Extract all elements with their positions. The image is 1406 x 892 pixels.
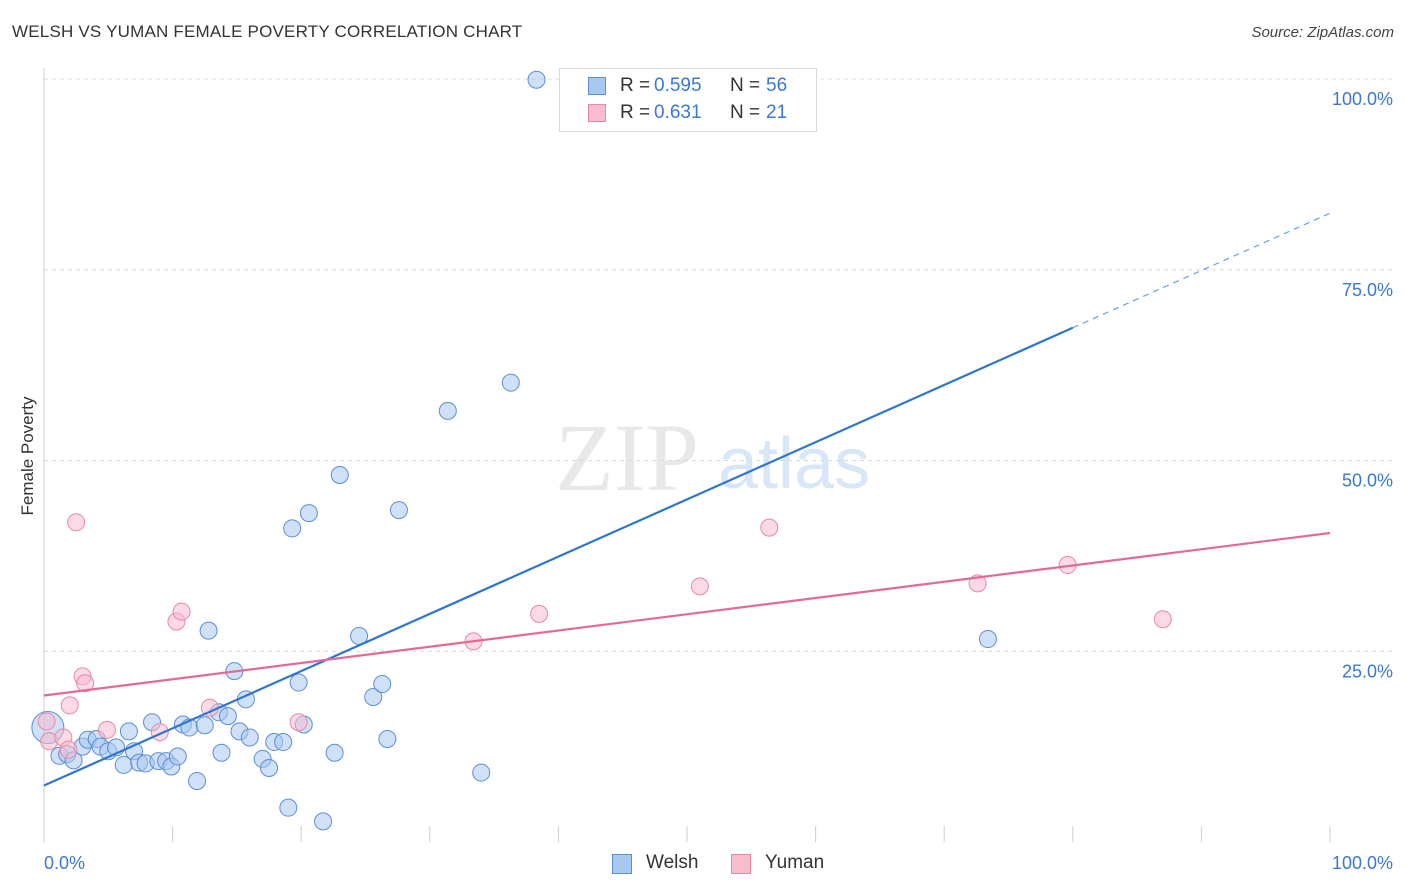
- x-tick-label: 100.0%: [1332, 853, 1393, 873]
- welsh-point: [218, 707, 237, 726]
- welsh-point: [279, 798, 298, 817]
- source-label: Source: ZipAtlas.com: [1251, 24, 1394, 41]
- y-tick-label: 75.0%: [1342, 280, 1393, 300]
- welsh-point: [119, 722, 138, 741]
- welsh-point: [299, 504, 318, 523]
- legend-r-label: R =: [620, 102, 651, 123]
- yuman-legend-label: Yuman: [765, 852, 825, 873]
- y-axis-label: Female Poverty: [18, 396, 37, 516]
- watermark-zip: ZIP: [555, 404, 699, 511]
- trend-lines: [43, 212, 1331, 787]
- yuman-point: [1153, 610, 1172, 629]
- welsh-point: [978, 630, 997, 649]
- welsh-point: [527, 70, 546, 89]
- welsh-point: [289, 673, 308, 692]
- legend-row-yuman: R = 0.631 N = 21: [560, 101, 816, 127]
- legend-r-label: R =: [620, 75, 651, 96]
- welsh-point: [188, 771, 207, 790]
- legend-n-value: 21: [766, 102, 788, 123]
- welsh-point: [240, 728, 259, 747]
- welsh-point: [283, 519, 302, 538]
- yuman-trend-line: [43, 531, 1331, 697]
- yuman-point: [76, 674, 95, 693]
- welsh-legend-label: Welsh: [646, 852, 699, 873]
- welsh-point: [373, 675, 392, 694]
- y-tick-label: 100.0%: [1332, 89, 1393, 109]
- welsh-point: [325, 743, 344, 762]
- yuman-point: [37, 712, 56, 731]
- welsh-point: [364, 688, 383, 707]
- welsh-point: [199, 621, 218, 640]
- welsh-point: [260, 758, 279, 777]
- welsh-swatch: [588, 77, 606, 95]
- welsh-legend-swatch: [612, 854, 632, 874]
- data-points: [31, 70, 1172, 831]
- welsh-point: [314, 812, 333, 831]
- yuman-point: [760, 518, 779, 537]
- yuman-point: [530, 604, 549, 623]
- legend-r-value: 0.631: [654, 102, 702, 123]
- chart-title: WELSH VS YUMAN FEMALE POVERTY CORRELATIO…: [12, 22, 523, 41]
- welsh-point: [438, 401, 457, 420]
- yuman-point: [289, 713, 308, 732]
- welsh-point: [501, 373, 520, 392]
- yuman-swatch: [588, 104, 606, 122]
- welsh-point: [330, 465, 349, 484]
- yuman-point: [172, 602, 191, 621]
- legend-n-value: 56: [766, 75, 788, 96]
- welsh-trend-line: [43, 326, 1074, 787]
- yuman-point: [60, 696, 79, 715]
- yuman-legend-swatch: [731, 854, 751, 874]
- welsh-point: [472, 763, 491, 782]
- yuman-point: [690, 577, 709, 596]
- legend-r-value: 0.595: [654, 75, 702, 96]
- yuman-point: [67, 513, 86, 532]
- welsh-point: [389, 501, 408, 520]
- welsh-point: [212, 743, 231, 762]
- welsh-point: [274, 733, 293, 752]
- legend-n-label: N =: [730, 75, 761, 96]
- yuman-point: [59, 740, 78, 759]
- welsh-point: [195, 716, 214, 735]
- yuman-point: [98, 720, 117, 739]
- tick-labels: 25.0% 50.0% 75.0% 100.0% 0.0% 100.0%: [44, 89, 1393, 873]
- welsh-point: [168, 747, 187, 766]
- y-tick-label: 25.0%: [1342, 661, 1393, 681]
- grid-lines: [44, 78, 1392, 652]
- legend-n-label: N =: [730, 102, 761, 123]
- correlation-legend: R = 0.595 N = 56 R = 0.631 N = 21: [559, 68, 817, 132]
- y-tick-label: 50.0%: [1342, 471, 1393, 491]
- legend-row-welsh: R = 0.595 N = 56: [560, 74, 816, 100]
- welsh-trend-extension: [1072, 212, 1331, 329]
- welsh-point: [378, 729, 397, 748]
- watermark-atlas: atlas: [718, 424, 870, 504]
- x-tick-label: 0.0%: [44, 853, 85, 873]
